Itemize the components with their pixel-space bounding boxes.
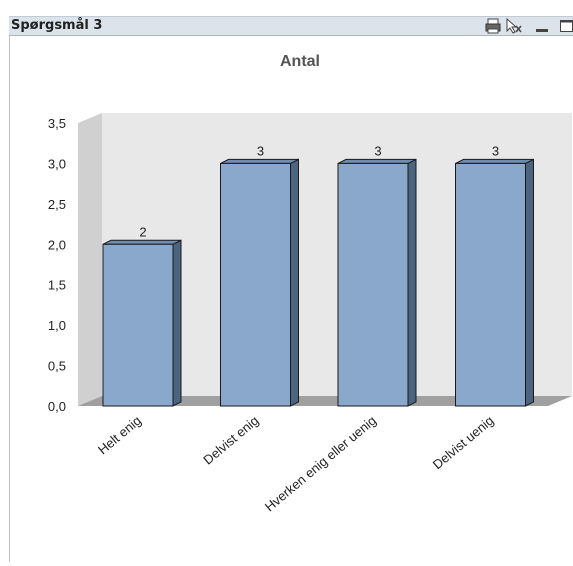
y-tick-label: 1,5 [48, 278, 66, 293]
bar[interactable]: 3 [337, 143, 417, 407]
bar-top [220, 158, 299, 164]
x-axis: Helt enig Delvist enig Hverken enig eller … [95, 413, 496, 515]
maximize-icon[interactable] [559, 18, 573, 34]
side-wall [78, 113, 102, 406]
y-axis: 0,0 0,5 1,0 1,5 2,0 2,5 3,0 3,5 [48, 116, 66, 414]
bar-front [102, 243, 174, 407]
bar-side [525, 158, 534, 407]
bar-side [172, 239, 182, 407]
bar-front [220, 162, 291, 407]
bar-top [455, 158, 534, 164]
x-tick-label: Hverken enig eller uenig [262, 413, 379, 515]
bar-side [407, 158, 417, 407]
bar-side [290, 158, 299, 407]
floor [78, 396, 572, 406]
y-tick-label: 0,5 [48, 359, 66, 374]
data-label: 3 [492, 143, 499, 158]
chart-title: Antal [280, 53, 320, 70]
bar-front [455, 162, 526, 407]
y-tick-label: 2,0 [48, 237, 66, 252]
y-tick-label: 3,0 [48, 156, 66, 171]
y-tick-label: 2,5 [48, 197, 66, 212]
data-label: 3 [257, 143, 264, 158]
y-tick-label: 1,0 [48, 318, 66, 333]
x-tick-label: Delvist enig [200, 413, 261, 468]
data-label: 2 [139, 224, 146, 239]
window-title: Spørgsmål 3 [11, 18, 103, 33]
print-icon[interactable] [485, 18, 501, 34]
bar-front [337, 162, 409, 407]
bar[interactable]: 3 [220, 143, 299, 407]
window-left-border [9, 36, 10, 562]
x-tick-label: Helt enig [95, 413, 144, 457]
minimize-icon[interactable] [535, 18, 549, 34]
clear-selection-icon[interactable] [505, 17, 523, 34]
bar[interactable]: 3 [455, 143, 534, 407]
chart-area: Antal 0,0 0,5 1,0 1,5 2,0 2,5 3,0 3,5 2 3 3 3 Helt… [10, 36, 573, 562]
bar-top [337, 158, 417, 164]
y-tick-label: 0,0 [48, 399, 66, 414]
data-label: 3 [374, 143, 381, 158]
window-caption-bar[interactable]: Spørgsmål 3 [9, 16, 573, 36]
bar-top [102, 239, 182, 245]
bars: 2 3 3 3 [102, 143, 534, 407]
x-tick-label: Delvist uenig [430, 413, 497, 472]
y-tick-label: 3,5 [48, 116, 66, 131]
bar[interactable]: 2 [102, 224, 182, 407]
bar-chart: Antal 0,0 0,5 1,0 1,5 2,0 2,5 3,0 3,5 2 3 3 3 Helt… [48, 53, 572, 515]
